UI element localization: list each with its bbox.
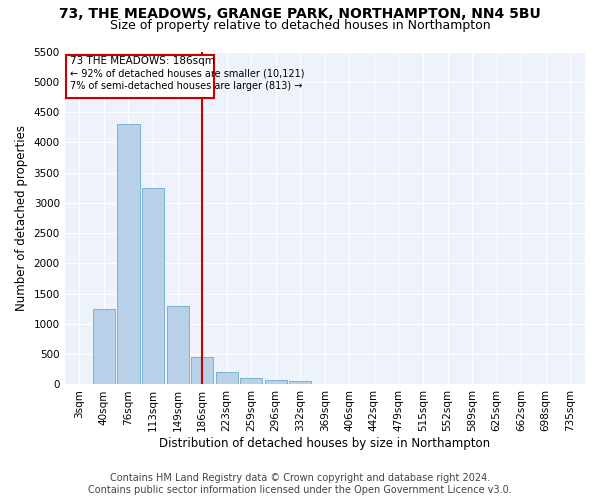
Bar (142, 188, 164, 384)
Bar (289, 382, 311, 384)
Bar (215, 372, 238, 384)
Text: 7% of semi-detached houses are larger (813) →: 7% of semi-detached houses are larger (8… (70, 82, 302, 92)
Y-axis label: Number of detached properties: Number of detached properties (15, 125, 28, 311)
Bar (167, 306, 188, 384)
Bar (240, 378, 262, 384)
Text: 73, THE MEADOWS, GRANGE PARK, NORTHAMPTON, NN4 5BU: 73, THE MEADOWS, GRANGE PARK, NORTHAMPTO… (59, 8, 541, 22)
Bar (265, 380, 287, 384)
X-axis label: Distribution of detached houses by size in Northampton: Distribution of detached houses by size … (159, 437, 490, 450)
Bar (66, 54, 214, 98)
Bar (93, 309, 115, 384)
Bar (191, 357, 213, 384)
Bar (118, 124, 140, 384)
Text: 73 THE MEADOWS: 186sqm: 73 THE MEADOWS: 186sqm (70, 56, 214, 66)
Text: Size of property relative to detached houses in Northampton: Size of property relative to detached ho… (110, 19, 490, 32)
Text: Contains HM Land Registry data © Crown copyright and database right 2024.
Contai: Contains HM Land Registry data © Crown c… (88, 474, 512, 495)
Text: ← 92% of detached houses are smaller (10,121): ← 92% of detached houses are smaller (10… (70, 69, 304, 79)
